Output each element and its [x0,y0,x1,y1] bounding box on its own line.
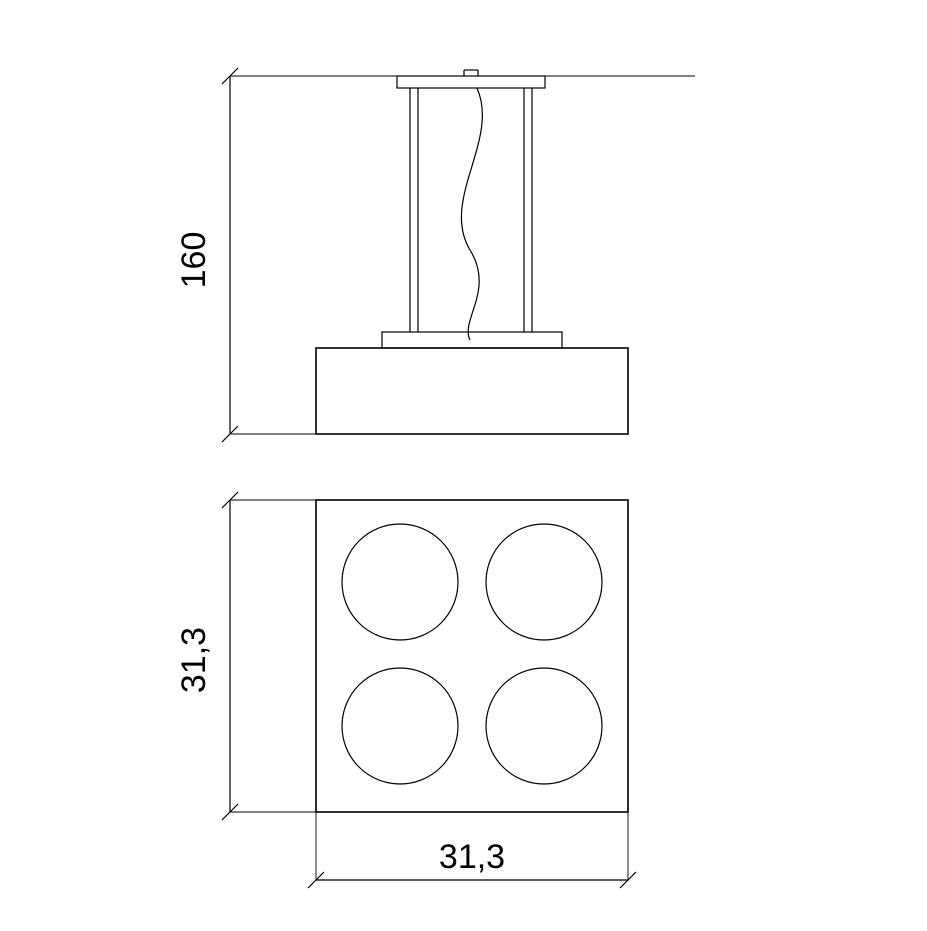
rod-left [410,88,418,332]
plan-view [316,500,628,812]
side-view [275,70,695,434]
aperture-4 [486,668,602,784]
aperture-3 [342,668,458,784]
dim-plan-bottom: 31,3 [308,812,636,888]
body-top-cap [382,332,562,348]
plan-outline [316,500,628,812]
aperture-2 [486,524,602,640]
dim-plan-side-label: 31,3 [175,627,213,693]
cable [461,88,482,340]
mount-plate [397,76,545,88]
dim-height: 160 [175,68,316,442]
body-box [316,348,628,434]
rod-right [524,88,532,332]
aperture-1 [342,524,458,640]
dim-plan-side: 31,3 [175,492,316,820]
dim-plan-bottom-label: 31,3 [439,838,505,876]
dim-height-label: 160 [175,232,213,289]
